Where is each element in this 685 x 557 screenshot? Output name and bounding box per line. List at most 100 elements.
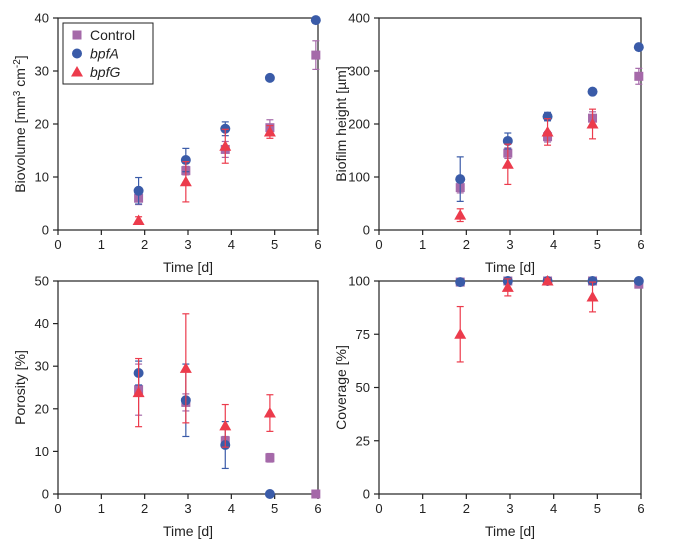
x-tick-label: 2 <box>463 501 470 516</box>
x-tick-label: 3 <box>184 237 191 252</box>
data-point-bpfG <box>132 214 145 225</box>
y-tick-label: 75 <box>356 327 370 342</box>
x-tick-label: 3 <box>184 501 191 516</box>
y-axis-label-part: ] <box>12 55 28 59</box>
data-point-Control <box>265 453 275 463</box>
x-axis-label: Time [d] <box>485 523 535 539</box>
x-tick-label: 1 <box>98 237 105 252</box>
y-tick-label: 0 <box>363 223 370 238</box>
data-point-bpfG <box>263 407 276 418</box>
y-tick-label: 10 <box>35 444 49 459</box>
x-tick-label: 1 <box>419 501 426 516</box>
data-point-bpfG <box>263 125 276 137</box>
data-point-bpfA <box>133 185 144 196</box>
data-point-bpfG <box>179 362 192 373</box>
y-tick-label: 300 <box>348 64 370 79</box>
legend-label-bpfA: bpfA <box>90 46 119 62</box>
x-tick-label: 5 <box>271 237 278 252</box>
y-tick-label: 0 <box>42 487 49 502</box>
x-tick-label: 6 <box>637 501 644 516</box>
x-tick-label: 2 <box>141 501 148 516</box>
series-bpfG <box>132 124 276 225</box>
y-axis-label-part: cm <box>12 68 28 91</box>
y-tick-label: 400 <box>348 11 370 26</box>
y-axis-label-part: Biofilm height [µm] <box>333 66 349 181</box>
series-bpfA <box>133 360 275 499</box>
y-axis-label-part: Coverage [%] <box>333 345 349 430</box>
legend-label-bpfG: bpfG <box>90 64 120 80</box>
series-bpfG <box>454 108 599 223</box>
x-tick-label: 4 <box>550 237 557 252</box>
x-tick-label: 5 <box>594 237 601 252</box>
x-tick-label: 0 <box>54 237 61 252</box>
x-tick-label: 2 <box>463 237 470 252</box>
x-tick-label: 0 <box>375 501 382 516</box>
x-axis-label: Time [d] <box>163 259 213 275</box>
legend-marker-Control <box>72 30 82 40</box>
y-tick-label: 30 <box>35 359 49 374</box>
panel-porosity: 0 1 2 3 4 5 6 0 10 20 30 40 50 Time [d] Porosity [%] <box>12 274 322 540</box>
data-point-bpfA <box>587 86 598 97</box>
y-tick-label: 25 <box>356 433 370 448</box>
y-axis-label-part: -2 <box>12 59 23 68</box>
x-tick-label: 6 <box>314 237 321 252</box>
data-point-bpfG <box>219 140 232 151</box>
x-tick-label: 1 <box>419 237 426 252</box>
x-axis-label: Time [d] <box>163 523 213 539</box>
data-point-bpfG <box>586 118 599 129</box>
data-point-bpfG <box>501 281 514 292</box>
y-tick-label: 200 <box>348 117 370 132</box>
y-tick-label: 100 <box>348 170 370 185</box>
y-axis-label: Coverage [%] <box>333 345 349 430</box>
legend-label-Control: Control <box>90 27 135 43</box>
data-point-bpfG <box>586 290 599 302</box>
x-tick-label: 6 <box>314 501 321 516</box>
data-point-bpfG <box>501 158 514 169</box>
x-tick-label: 4 <box>228 237 235 252</box>
series-bpfG <box>454 275 599 363</box>
plot-frame <box>378 17 642 231</box>
y-tick-label: 50 <box>35 274 49 289</box>
x-tick-label: 1 <box>98 501 105 516</box>
y-axis-label-part: 3 <box>12 90 23 96</box>
y-tick-label: 40 <box>35 11 49 26</box>
y-tick-label: 0 <box>42 223 49 238</box>
y-tick-label: 20 <box>35 401 49 416</box>
data-point-Control <box>311 50 321 60</box>
x-tick-label: 2 <box>141 237 148 252</box>
y-axis-label-part: Porosity [%] <box>12 350 28 425</box>
y-axis-label: Biovolume [mm3 cm-2] <box>12 55 28 192</box>
y-tick-label: 40 <box>35 316 49 331</box>
x-tick-label: 6 <box>637 237 644 252</box>
x-tick-label: 0 <box>375 237 382 252</box>
data-point-bpfA <box>587 276 598 286</box>
x-tick-label: 0 <box>54 501 61 516</box>
data-point-Control <box>634 71 644 81</box>
data-point-bpfG <box>541 275 554 286</box>
y-tick-label: 10 <box>35 170 49 185</box>
data-point-bpfA <box>264 72 275 83</box>
data-point-bpfA <box>633 276 644 286</box>
legend: Control bpfA bpfG <box>62 22 154 85</box>
data-point-bpfA <box>264 489 275 499</box>
data-point-bpfA <box>180 155 191 166</box>
x-tick-label: 5 <box>271 501 278 516</box>
series-bpfG <box>132 313 276 448</box>
panel-coverage: 0 1 2 3 4 5 6 0 25 50 75 100 Time [d] Coverage [%] <box>333 274 645 540</box>
y-tick-label: 100 <box>348 274 370 289</box>
y-axis-label-part: Biovolume [mm <box>12 96 28 192</box>
data-point-bpfA <box>502 135 513 146</box>
legend-marker-bpfG <box>71 66 83 77</box>
data-point-bpfG <box>454 328 467 339</box>
x-axis-label: Time [d] <box>485 259 535 275</box>
data-point-bpfG <box>132 386 145 398</box>
y-tick-label: 20 <box>35 117 49 132</box>
data-point-bpfA <box>455 174 466 185</box>
series-Control <box>134 40 321 206</box>
y-tick-label: 30 <box>35 64 49 79</box>
x-tick-label: 3 <box>506 501 513 516</box>
data-point-bpfG <box>219 419 232 431</box>
x-tick-label: 3 <box>506 237 513 252</box>
